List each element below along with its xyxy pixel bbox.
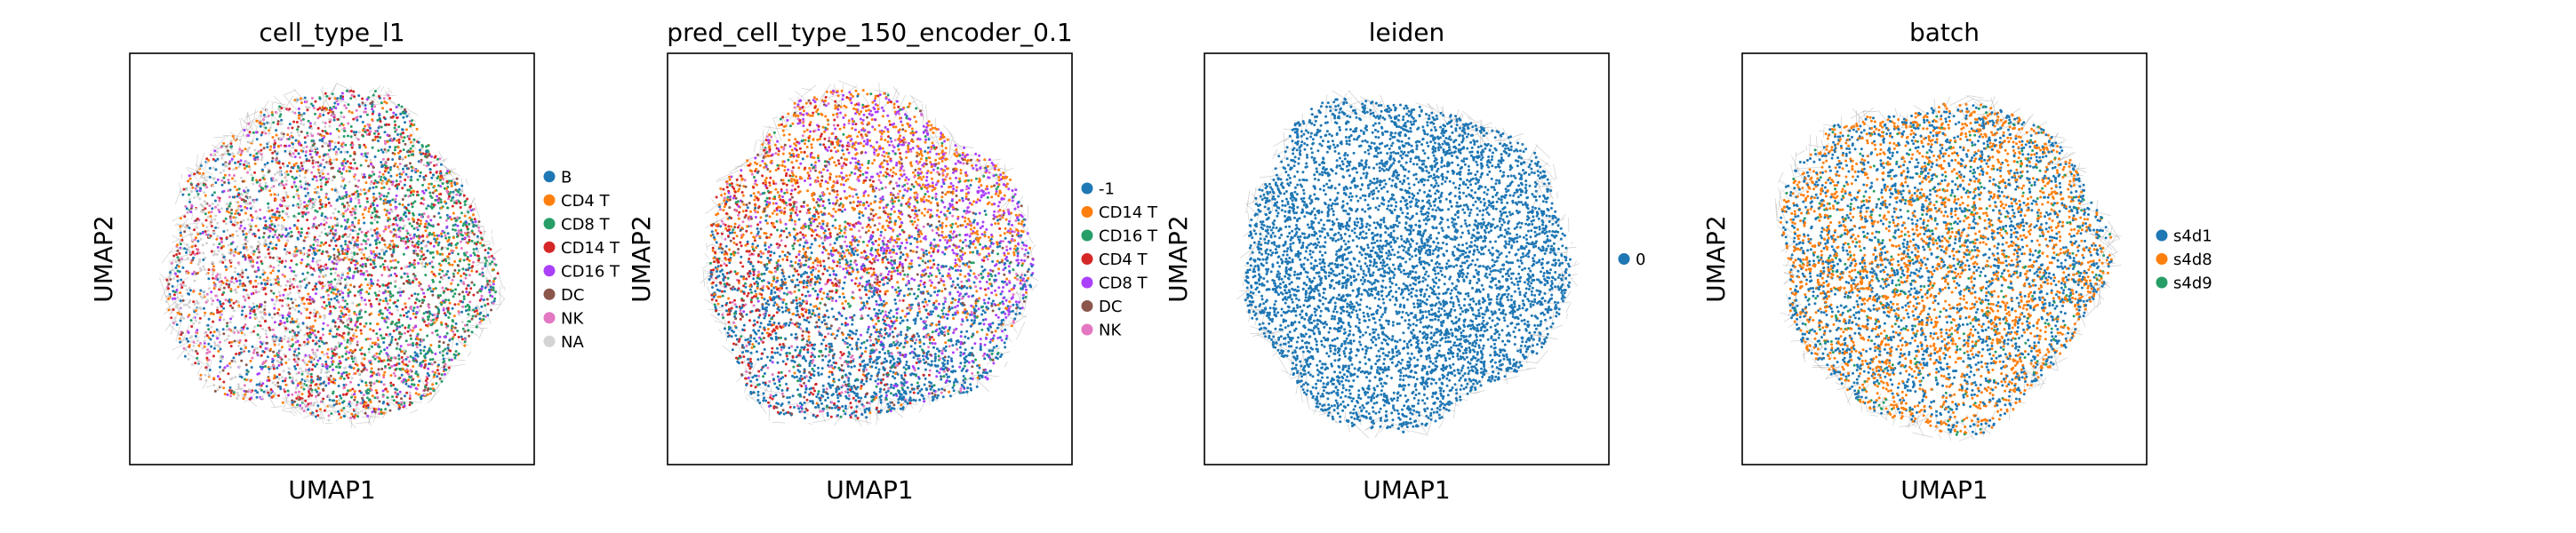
legend-marker: [2156, 253, 2168, 265]
legend-label: 0: [1636, 251, 1645, 269]
legend-marker: [543, 218, 556, 230]
x-axis-label: UMAP1: [1363, 475, 1451, 505]
axes-frame: [1204, 52, 1610, 465]
legend-label: CD4 T: [561, 192, 611, 211]
legend-marker: [1081, 253, 1093, 265]
legend-label: B: [561, 168, 572, 187]
legend-label: DC: [1099, 298, 1122, 316]
legend-label: NK: [1099, 322, 1122, 340]
scatter-points: [708, 89, 1035, 420]
legend-label: CD16 T: [1099, 227, 1158, 246]
legend: 0: [1618, 251, 1645, 269]
legend-marker: [1081, 206, 1093, 218]
legend-marker: [543, 265, 556, 277]
legend-marker: [543, 194, 556, 206]
legend-marker: [543, 312, 556, 324]
legend-marker: [543, 288, 556, 300]
axes-frame: [129, 52, 535, 465]
legend-marker: [543, 241, 556, 253]
legend-label: CD4 T: [1099, 251, 1148, 269]
y-axis-label: UMAP2: [1164, 215, 1193, 303]
umap-panel: cell_type_l1 UMAP1 UMAP2 B CD4 T CD8 T CD14 T C…: [89, 18, 620, 505]
axes-frame: [667, 52, 1073, 465]
legend-label: CD8 T: [561, 215, 611, 234]
y-axis-label: UMAP2: [627, 215, 656, 303]
scatter-points: [1244, 97, 1572, 434]
y-axis-label: UMAP2: [1701, 215, 1731, 303]
legend-label: s4d1: [2173, 227, 2212, 246]
panel-title: cell_type_l1: [259, 18, 404, 47]
legend-marker: [543, 335, 556, 347]
legend-marker: [1081, 229, 1093, 242]
legend-label: CD8 T: [1099, 274, 1148, 293]
panel-title: batch: [1909, 18, 1980, 47]
legend-label: CD14 T: [561, 239, 620, 258]
panel-title: leiden: [1369, 18, 1445, 47]
umap-panel: leiden UMAP1 UMAP2 0: [1164, 18, 1645, 505]
y-axis-label: UMAP2: [89, 215, 118, 303]
legend-label: -1: [1099, 180, 1115, 199]
legend: s4d1 s4d8 s4d9: [2156, 227, 2212, 293]
graph-edges: [700, 80, 1039, 427]
legend-marker: [1081, 323, 1093, 336]
umap-panel: pred_cell_type_150_encoder_0.1 UMAP1 UMAP2…: [627, 18, 1158, 505]
legend-marker: [1081, 182, 1093, 195]
scatter-points: [1779, 102, 2113, 436]
legend-marker: [1618, 253, 1630, 265]
legend-marker: [2156, 229, 2168, 242]
legend-marker: [1081, 276, 1093, 289]
scatter-points: [164, 89, 500, 422]
legend-label: CD14 T: [1099, 203, 1158, 222]
legend-marker: [2156, 276, 2168, 289]
panel-title: pred_cell_type_150_encoder_0.1: [667, 18, 1072, 47]
axes-frame: [1741, 52, 2148, 465]
legend-marker: [543, 171, 556, 183]
legend-label: CD16 T: [561, 262, 620, 281]
legend-label: NK: [561, 309, 584, 328]
legend-marker: [1081, 300, 1093, 312]
x-axis-label: UMAP1: [1900, 475, 1988, 505]
legend-label: DC: [561, 286, 584, 305]
x-axis-label: UMAP1: [826, 475, 914, 505]
legend-label: NA: [561, 333, 584, 352]
legend: B CD4 T CD8 T CD14 T CD16 T DC NK NA: [543, 168, 620, 352]
graph-edges: [159, 83, 506, 429]
umap-panel: batch UMAP1 UMAP2 s4d1 s4d8 s4d9: [1701, 18, 2212, 505]
legend-label: s4d8: [2173, 251, 2212, 269]
legend-label: s4d9: [2173, 274, 2212, 293]
legend: -1 CD14 T CD16 T CD4 T CD8 T DC NK: [1081, 180, 1158, 340]
x-axis-label: UMAP1: [288, 475, 376, 505]
